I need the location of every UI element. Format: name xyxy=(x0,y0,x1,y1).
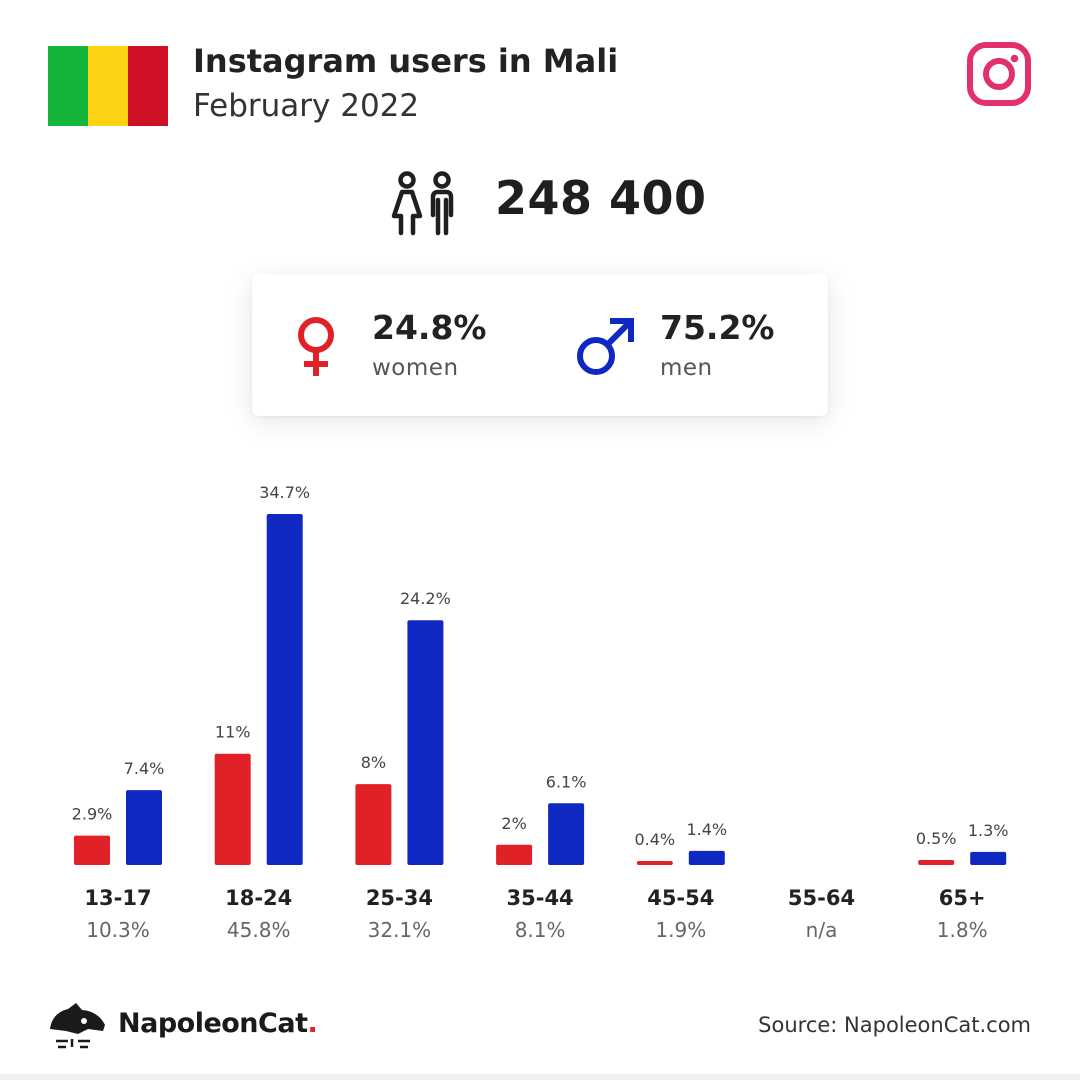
men-value-label: 1.4% xyxy=(686,820,727,839)
women-bar-35-44 xyxy=(496,844,533,865)
men-bar-65+ xyxy=(970,851,1007,865)
women-bar-25-34 xyxy=(355,784,392,865)
brand-name: NapoleonCat. xyxy=(118,1008,318,1039)
men-percentage: 75.2% xyxy=(660,308,775,347)
men-label: men xyxy=(660,355,713,381)
women-bar-13-17 xyxy=(74,835,110,865)
instagram-icon xyxy=(967,42,1031,106)
women-value-label: 2.9% xyxy=(72,805,113,824)
age-group-label: 55-64 xyxy=(788,886,855,910)
mali-flag xyxy=(48,46,168,126)
women-value-label: 11% xyxy=(215,723,251,742)
page-title: Instagram users in Mali xyxy=(193,42,619,80)
men-value-label: 6.1% xyxy=(546,772,587,791)
total-users: 248 400 xyxy=(495,171,707,225)
women-value-label: 2% xyxy=(501,814,526,833)
men-value-label: 24.2% xyxy=(400,589,451,608)
age-group-label: 45-54 xyxy=(647,886,714,910)
women-label: women xyxy=(372,355,459,381)
flag-stripe-yellow xyxy=(88,46,128,126)
age-group-label: 35-44 xyxy=(507,886,574,910)
women-value-label: 8% xyxy=(361,753,386,772)
age-group-total: 32.1% xyxy=(368,918,432,942)
men-bar-35-44 xyxy=(548,803,585,865)
women-value-label: 0.5% xyxy=(916,829,957,848)
age-group-total: 1.8% xyxy=(937,918,988,942)
age-group-total: 10.3% xyxy=(86,918,150,942)
men-bar-45-54 xyxy=(688,850,725,865)
flag-stripe-red xyxy=(128,46,168,126)
men-bar-13-17 xyxy=(126,790,162,865)
women-bar-65+ xyxy=(918,859,955,865)
female-symbol-icon xyxy=(298,317,334,376)
people-icon xyxy=(391,171,454,236)
male-symbol-icon xyxy=(577,318,634,375)
men-bar-18-24 xyxy=(266,514,303,865)
men-value-label: 34.7% xyxy=(259,483,310,502)
women-bar-45-54 xyxy=(636,860,673,865)
bottom-strip xyxy=(0,1074,1080,1080)
age-group-total: 45.8% xyxy=(227,918,291,942)
age-group-total: 1.9% xyxy=(655,918,706,942)
age-group-label: 65+ xyxy=(939,886,986,910)
age-group-total: n/a xyxy=(806,918,838,942)
source-credit: Source: NapoleonCat.com xyxy=(758,1013,1031,1037)
men-value-label: 7.4% xyxy=(124,759,165,778)
flag-stripe-green xyxy=(48,46,88,126)
age-group-label: 18-24 xyxy=(225,886,292,910)
age-group-label: 13-17 xyxy=(84,886,151,910)
napoleoncat-logo-icon xyxy=(50,1003,105,1049)
men-bar-25-34 xyxy=(407,620,444,865)
women-bar-18-24 xyxy=(214,753,251,865)
age-group-total: 8.1% xyxy=(515,918,566,942)
age-group-label: 25-34 xyxy=(366,886,433,910)
age-gender-bar-chart: 2.9% 7.4% 13-17 10.3% 11% 34.7% 18-24 45.8% 8% 24… xyxy=(72,483,1009,942)
gender-split-card: 24.8% women 75.2% men xyxy=(252,274,828,416)
women-percentage: 24.8% xyxy=(372,308,487,347)
men-value-label: 1.3% xyxy=(968,821,1009,840)
page-subtitle: February 2022 xyxy=(193,88,420,124)
women-value-label: 0.4% xyxy=(634,830,675,849)
